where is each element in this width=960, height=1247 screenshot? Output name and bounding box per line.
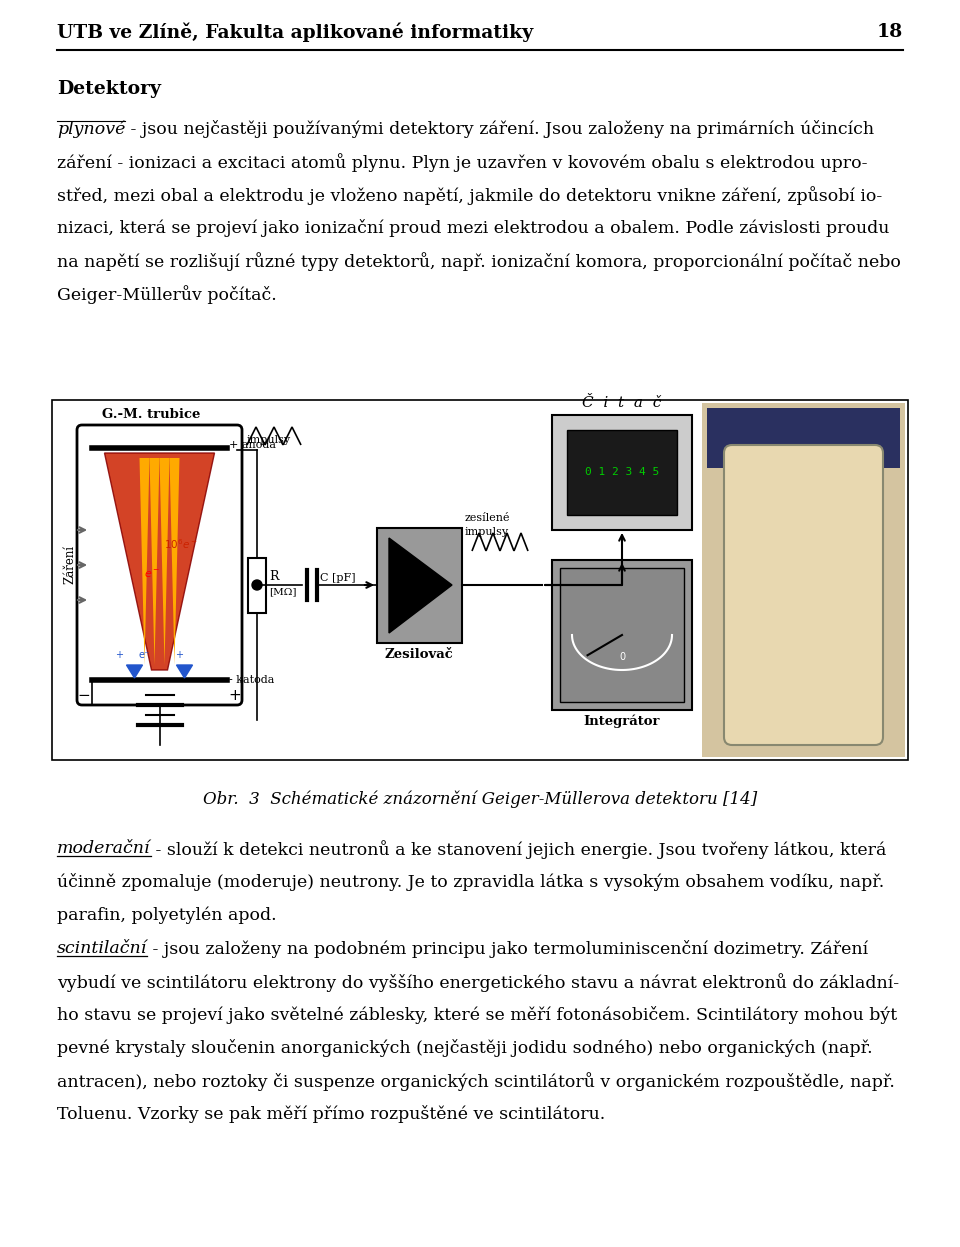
Text: scintilační: scintilační: [57, 940, 147, 956]
Text: UTB ve Zlíně, Fakulta aplikované informatiky: UTB ve Zlíně, Fakulta aplikované informa…: [57, 22, 533, 42]
Text: - katoda: - katoda: [229, 675, 275, 685]
Text: 0: 0: [619, 652, 625, 662]
Text: střed, mezi obal a elektrodu je vloženo napětí, jakmile do detektoru vnikne záře: střed, mezi obal a elektrodu je vloženo …: [57, 186, 882, 205]
Text: Integrátor: Integrátor: [584, 715, 660, 728]
Text: +: +: [115, 650, 124, 660]
Bar: [552, 415, 692, 530]
Text: moderační: moderační: [57, 840, 151, 857]
Text: +: +: [176, 650, 183, 660]
Polygon shape: [150, 458, 159, 665]
FancyBboxPatch shape: [724, 445, 883, 744]
Text: antracen), nebo roztoky či suspenze organických scintilátorů v organickém rozpou: antracen), nebo roztoky či suspenze orga…: [57, 1072, 895, 1091]
Bar: [52, 400, 908, 759]
Polygon shape: [105, 453, 214, 670]
Polygon shape: [139, 458, 150, 665]
Text: vybudí ve scintilátoru elektrony do vyššího energetického stavu a návrat elektro: vybudí ve scintilátoru elektrony do vyšš…: [57, 973, 900, 991]
Text: na napětí se rozlišují různé typy detektorů, např. ionizační komora, proporcioná: na napětí se rozlišují různé typy detekt…: [57, 252, 900, 271]
Text: Obr.  3  Schématické znázornění Geiger-Müllerova detektoru [14]: Obr. 3 Schématické znázornění Geiger-Mül…: [203, 791, 757, 808]
Text: Záření: Záření: [63, 545, 76, 585]
Bar: [702, 403, 905, 757]
Polygon shape: [170, 458, 180, 665]
Bar: [377, 527, 462, 643]
Polygon shape: [389, 537, 452, 633]
Text: pevné krystaly sloučenin anorganických (nejčastěji jodidu sodného) nebo organick: pevné krystaly sloučenin anorganických (…: [57, 1039, 873, 1057]
Text: impulsy: impulsy: [247, 435, 291, 445]
Text: - slouží k detekci neutronů a ke stanovení jejich energie. Jsou tvořeny látkou, : - slouží k detekci neutronů a ke stanove…: [151, 840, 887, 859]
Text: Zesilovač: Zesilovač: [385, 648, 453, 661]
Bar: [552, 560, 692, 710]
Text: 18: 18: [876, 22, 903, 41]
Text: impulsy: impulsy: [465, 527, 509, 537]
Bar: [707, 408, 900, 468]
Text: R: R: [269, 570, 278, 584]
Text: e⁻: e⁻: [139, 650, 150, 660]
Circle shape: [252, 580, 262, 590]
Text: [MΩ]: [MΩ]: [269, 587, 297, 596]
Bar: [567, 430, 677, 515]
Bar: [560, 567, 684, 702]
Text: záření - ionizaci a excitaci atomů plynu. Plyn je uzavřen v kovovém obalu s elek: záření - ionizaci a excitaci atomů plynu…: [57, 153, 868, 172]
Text: ho stavu se projeví jako světelné záblesky, které se měří fotonásobičem. Scintil: ho stavu se projeví jako světelné zábles…: [57, 1006, 898, 1024]
Text: parafin, polyetylén apod.: parafin, polyetylén apod.: [57, 907, 276, 924]
Text: $10^6e^-$: $10^6e^-$: [164, 537, 199, 551]
Text: Geiger-Müllerův počítač.: Geiger-Müllerův počítač.: [57, 286, 276, 304]
Text: −: −: [78, 688, 90, 703]
Text: Toluenu. Vzorky se pak měří přímo rozpuštěné ve scintilátoru.: Toluenu. Vzorky se pak měří přímo rozpuš…: [57, 1105, 605, 1124]
Polygon shape: [177, 665, 193, 678]
Text: Č  i  t  a  č: Č i t a č: [583, 397, 661, 410]
FancyBboxPatch shape: [77, 425, 242, 705]
Polygon shape: [127, 665, 142, 678]
Text: + anoda: + anoda: [229, 440, 276, 450]
Text: účinně zpomaluje (moderuje) neutrony. Je to zpravidla látka s vysokým obsahem vo: účinně zpomaluje (moderuje) neutrony. Je…: [57, 873, 884, 892]
Text: 0 1 2 3 4 5: 0 1 2 3 4 5: [585, 466, 660, 478]
Polygon shape: [159, 458, 170, 665]
Bar: [248, 557, 266, 614]
Text: $e^-$: $e^-$: [145, 569, 161, 580]
Text: Detektory: Detektory: [57, 80, 161, 99]
Text: C [pF]: C [pF]: [320, 574, 355, 584]
Text: plynové: plynové: [57, 120, 126, 137]
Text: +: +: [228, 688, 241, 703]
Text: zesílené: zesílené: [465, 513, 510, 522]
Text: G.-M. trubice: G.-M. trubice: [102, 408, 201, 421]
Text: nizaci, která se projeví jako ionizační proud mezi elektrodou a obalem. Podle zá: nizaci, která se projeví jako ionizační …: [57, 219, 889, 237]
Text: - jsou založeny na podobném principu jako termoluminiscenční dozimetry. Záření: - jsou založeny na podobném principu jak…: [147, 940, 869, 958]
Text: - jsou nejčastěji používanými detektory záření. Jsou založeny na primárních účin: - jsou nejčastěji používanými detektory …: [126, 120, 875, 138]
